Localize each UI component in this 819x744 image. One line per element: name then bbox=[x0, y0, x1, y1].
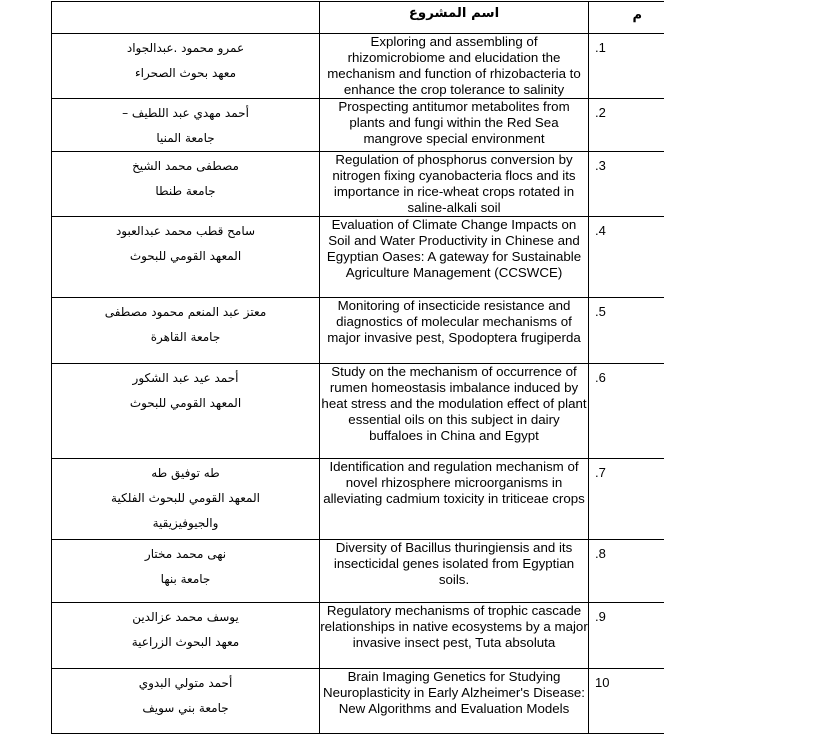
researcher-line: أحمد عيد عبد الشكور bbox=[132, 371, 239, 385]
researcher-cell: أحمد عيد عبد الشكور المعهد القومي للبحوث bbox=[51, 363, 320, 459]
project-name-cell: Evaluation of Climate Change Impacts on … bbox=[319, 216, 589, 298]
researcher-line: جامعة القاهرة bbox=[150, 330, 221, 344]
researcher-cell: سامح قطب محمد عبدالعبود المعهد القومي للب… bbox=[51, 216, 320, 298]
project-name-cell: Prospecting antitumor metabolites from p… bbox=[319, 98, 589, 152]
project-name-cell: Regulation of phosphorus conversion by n… bbox=[319, 151, 589, 217]
researcher-cell: عمرو محمود .عبدالجواد معهد بحوث الصحراء bbox=[51, 33, 320, 99]
table-row: أحمد متولي البدوي جامعة بني سويف Brain Ima… bbox=[51, 668, 664, 734]
researcher-line: جامعة المنيا bbox=[156, 131, 215, 145]
researcher-line: جامعة بنها bbox=[160, 572, 211, 586]
researcher-cell: أحمد متولي البدوي جامعة بني سويف bbox=[51, 668, 320, 734]
row-number: .3 bbox=[588, 151, 664, 217]
researcher-cell: مصطفى محمد الشيخ جامعة طنطا bbox=[51, 151, 320, 217]
researcher-line: طه توفيق طه bbox=[151, 466, 220, 480]
table-row: عمرو محمود .عبدالجواد معهد بحوث الصحراء Ex… bbox=[51, 33, 664, 99]
researcher-cell: طه توفيق طه المعهد القومي للبحوث الفلكية و… bbox=[51, 458, 320, 540]
researcher-line: المعهد القومي للبحوث الفلكية bbox=[111, 491, 260, 505]
researcher-line: سامح قطب محمد عبدالعبود bbox=[115, 224, 256, 238]
researcher-line: نهى محمد مختار bbox=[144, 547, 227, 561]
row-number: .9 bbox=[588, 602, 664, 669]
table-row: يوسف محمد عزالدين معهد البحوث الزراعية Reg… bbox=[51, 602, 664, 669]
table-row: أحمد عيد عبد الشكور المعهد القومي للبحوث S… bbox=[51, 363, 664, 459]
table-row: نهى محمد مختار جامعة بنها Diversity of Bac… bbox=[51, 539, 664, 603]
row-number: .4 bbox=[588, 216, 664, 298]
projects-table: اسم المشروع م عمرو محمود .عبدالجواد معهد … bbox=[51, 1, 664, 734]
row-number: .6 bbox=[588, 363, 664, 459]
project-name-cell: Study on the mechanism of occurrence of … bbox=[319, 363, 589, 459]
table-row: معتز عبد المنعم محمود مصطفى جامعة القاهرة… bbox=[51, 297, 664, 364]
header-researcher bbox=[51, 1, 320, 34]
researcher-line: جامعة طنطا bbox=[155, 184, 216, 198]
project-name-cell: Brain Imaging Genetics for Studying Neur… bbox=[319, 668, 589, 734]
researcher-line: والجيوفيزيقية bbox=[152, 516, 219, 530]
researcher-line: معتز عبد المنعم محمود مصطفى bbox=[104, 305, 267, 319]
researcher-cell: نهى محمد مختار جامعة بنها bbox=[51, 539, 320, 603]
row-number: .2 bbox=[588, 98, 664, 152]
researcher-cell: أحمد مهدي عبد اللطيف – جامعة المنيا bbox=[51, 98, 320, 152]
project-name-cell: Monitoring of insecticide resistance and… bbox=[319, 297, 589, 364]
table-row: أحمد مهدي عبد اللطيف – جامعة المنيا Prospe… bbox=[51, 98, 664, 152]
project-name-cell: Exploring and assembling of rhizomicrobi… bbox=[319, 33, 589, 99]
header-project-name: اسم المشروع bbox=[319, 1, 589, 34]
project-name-cell: Identification and regulation mechanism … bbox=[319, 458, 589, 540]
table-row: مصطفى محمد الشيخ جامعة طنطا Regulation of … bbox=[51, 151, 664, 217]
researcher-cell: يوسف محمد عزالدين معهد البحوث الزراعية bbox=[51, 602, 320, 669]
researcher-line: معهد البحوث الزراعية bbox=[131, 635, 240, 649]
researcher-line: يوسف محمد عزالدين bbox=[132, 610, 239, 624]
row-number: .7 bbox=[588, 458, 664, 540]
researcher-line: المعهد القومي للبحوث bbox=[129, 396, 242, 410]
row-number: .8 bbox=[588, 539, 664, 603]
researcher-line: معهد بحوث الصحراء bbox=[135, 66, 236, 80]
row-number: 10 bbox=[588, 668, 664, 734]
project-name-cell: Regulatory mechanisms of trophic cascade… bbox=[319, 602, 589, 669]
researcher-line: عمرو محمود .عبدالجواد bbox=[126, 41, 245, 55]
researcher-line: أحمد مهدي عبد اللطيف – bbox=[122, 106, 249, 120]
table-row: سامح قطب محمد عبدالعبود المعهد القومي للب… bbox=[51, 216, 664, 298]
project-name-cell: Diversity of Bacillus thuringiensis and … bbox=[319, 539, 589, 603]
row-number: .5 bbox=[588, 297, 664, 364]
table-header-row: اسم المشروع م bbox=[51, 1, 664, 34]
researcher-line: المعهد القومي للبحوث bbox=[129, 249, 242, 263]
researcher-cell: معتز عبد المنعم محمود مصطفى جامعة القاهرة bbox=[51, 297, 320, 364]
row-number: .1 bbox=[588, 33, 664, 99]
researcher-line: جامعة بني سويف bbox=[142, 701, 229, 715]
researcher-line: أحمد متولي البدوي bbox=[138, 676, 233, 690]
table-row: طه توفيق طه المعهد القومي للبحوث الفلكية و… bbox=[51, 458, 664, 540]
header-number: م bbox=[588, 1, 664, 34]
researcher-line: مصطفى محمد الشيخ bbox=[132, 159, 239, 173]
